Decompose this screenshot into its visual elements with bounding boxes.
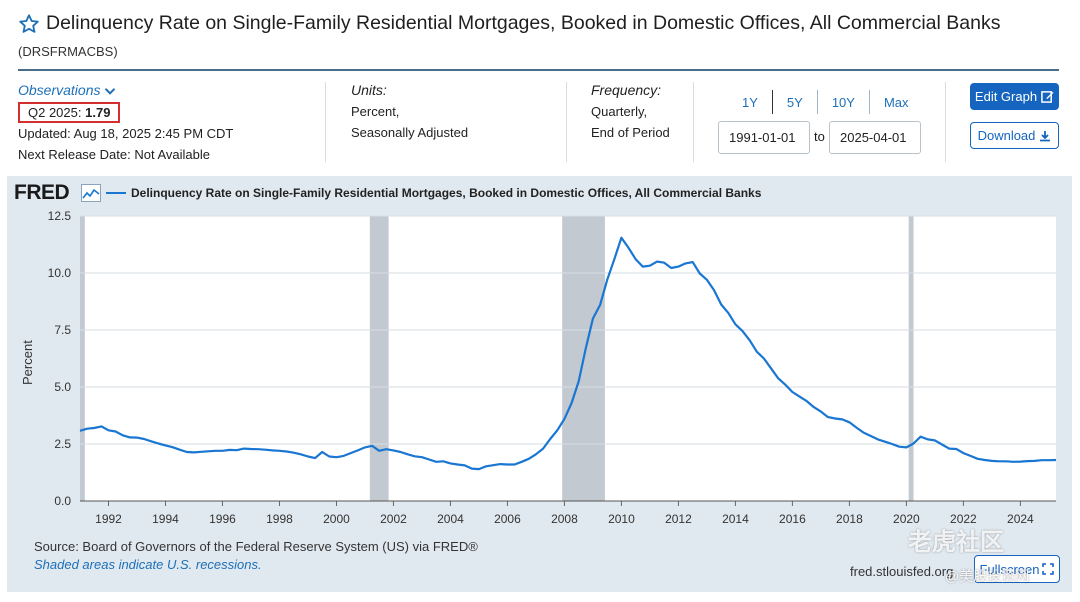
legend-swatch bbox=[106, 192, 126, 194]
column-divider bbox=[693, 82, 694, 162]
range-max-button[interactable]: Max bbox=[883, 94, 909, 110]
range-divider bbox=[816, 90, 818, 114]
frequency-line2: End of Period bbox=[591, 125, 670, 140]
units-line1: Percent, bbox=[351, 104, 400, 119]
x-tick-label: 1994 bbox=[152, 512, 179, 526]
series-id: (DRSFRMACBS) bbox=[18, 44, 118, 59]
x-tick-label: 2008 bbox=[551, 512, 578, 526]
recession-band bbox=[908, 216, 914, 501]
x-tick-label: 2002 bbox=[380, 512, 407, 526]
observations-dropdown[interactable]: Observations bbox=[18, 80, 233, 101]
range-5y-button[interactable]: 5Y bbox=[786, 94, 803, 110]
x-tick-label: 2004 bbox=[437, 512, 464, 526]
chevron-down-icon bbox=[105, 87, 116, 95]
observations-label: Observations bbox=[18, 82, 101, 98]
y-tick-label: 7.5 bbox=[54, 323, 71, 337]
y-tick-label: 12.5 bbox=[48, 209, 72, 223]
x-tick-label: 2010 bbox=[608, 512, 635, 526]
range-10y-button[interactable]: 10Y bbox=[831, 94, 855, 110]
fullscreen-button[interactable]: Fullscreen bbox=[974, 555, 1060, 583]
range-selector: 1Y 5Y 10Y Max bbox=[728, 90, 923, 114]
download-button[interactable]: Download bbox=[970, 122, 1059, 149]
x-tick-label: 2016 bbox=[779, 512, 806, 526]
edit-graph-label: Edit Graph bbox=[974, 89, 1038, 104]
latest-period: Q2 2025: bbox=[28, 105, 82, 120]
start-date-input[interactable]: 1991-01-01 bbox=[718, 121, 810, 154]
column-divider bbox=[566, 82, 567, 162]
x-tick-label: 2018 bbox=[836, 512, 863, 526]
x-tick-label: 2006 bbox=[494, 512, 521, 526]
title-divider bbox=[18, 69, 1059, 71]
updated-text: Updated: Aug 18, 2025 2:45 PM CDT bbox=[18, 126, 234, 141]
x-tick-label: 2024 bbox=[1007, 512, 1034, 526]
column-divider bbox=[945, 82, 946, 162]
y-tick-label: 10.0 bbox=[48, 266, 72, 280]
latest-observation: Q2 2025: 1.79 bbox=[18, 102, 121, 123]
to-label: to bbox=[814, 129, 825, 144]
watermark-sub: @美股投资网 bbox=[945, 568, 1030, 584]
series-line[interactable] bbox=[79, 236, 1057, 471]
x-tick-label: 2020 bbox=[893, 512, 920, 526]
x-tick-label: 1992 bbox=[95, 512, 122, 526]
watermark: 老虎社区 bbox=[908, 529, 1004, 556]
range-divider bbox=[771, 90, 773, 114]
x-tick-label: 1998 bbox=[266, 512, 293, 526]
edit-icon bbox=[1041, 91, 1054, 103]
expand-icon bbox=[1042, 563, 1055, 575]
edit-graph-button[interactable]: Edit Graph bbox=[970, 83, 1059, 110]
end-date-input[interactable]: 2025-04-01 bbox=[829, 121, 921, 154]
source-text: Source: Board of Governors of the Federa… bbox=[34, 539, 478, 554]
fred-logo: FRED bbox=[14, 181, 70, 204]
units-panel: Units: Percent, Seasonally Adjusted bbox=[351, 80, 468, 143]
recession-band bbox=[80, 216, 85, 501]
frequency-label: Frequency: bbox=[591, 82, 662, 98]
fullscreen-label: Fullscreen bbox=[979, 561, 1040, 577]
x-tick-label: 2000 bbox=[323, 512, 350, 526]
x-tick-label: 2022 bbox=[950, 512, 977, 526]
page-title: Delinquency Rate on Single-Family Reside… bbox=[46, 12, 1001, 34]
title-row: Delinquency Rate on Single-Family Reside… bbox=[18, 12, 1000, 35]
range-1y-button[interactable]: 1Y bbox=[742, 94, 758, 110]
y-tick-label: 2.5 bbox=[54, 437, 71, 451]
observations-panel: Observations Q2 2025: 1.79 Updated: Aug … bbox=[18, 80, 233, 165]
recession-band bbox=[369, 216, 389, 501]
legend-label: Delinquency Rate on Single-Family Reside… bbox=[131, 186, 762, 200]
y-tick-label: 5.0 bbox=[54, 380, 71, 394]
graph-logo-icon bbox=[81, 184, 101, 202]
x-tick-label: 2014 bbox=[722, 512, 749, 526]
range-divider bbox=[868, 90, 870, 114]
latest-value: 1.79 bbox=[85, 105, 111, 120]
frequency-panel: Frequency: Quarterly, End of Period bbox=[591, 80, 670, 143]
x-tick-label: 1996 bbox=[209, 512, 236, 526]
download-label: Download bbox=[977, 128, 1036, 143]
star-icon[interactable] bbox=[18, 13, 40, 35]
column-divider bbox=[325, 82, 326, 162]
units-label: Units: bbox=[351, 82, 387, 98]
y-tick-label: 0.0 bbox=[54, 494, 71, 508]
site-url: fred.stlouisfed.org bbox=[850, 564, 954, 579]
recession-note: Shaded areas indicate U.S. recessions. bbox=[34, 557, 262, 572]
next-release-text: Next Release Date: Not Available bbox=[18, 147, 210, 162]
units-line2: Seasonally Adjusted bbox=[351, 125, 469, 140]
x-tick-label: 2012 bbox=[665, 512, 692, 526]
download-icon bbox=[1040, 130, 1051, 141]
chart-legend: Delinquency Rate on Single-Family Reside… bbox=[106, 186, 761, 200]
frequency-line1: Quarterly, bbox=[591, 104, 648, 119]
